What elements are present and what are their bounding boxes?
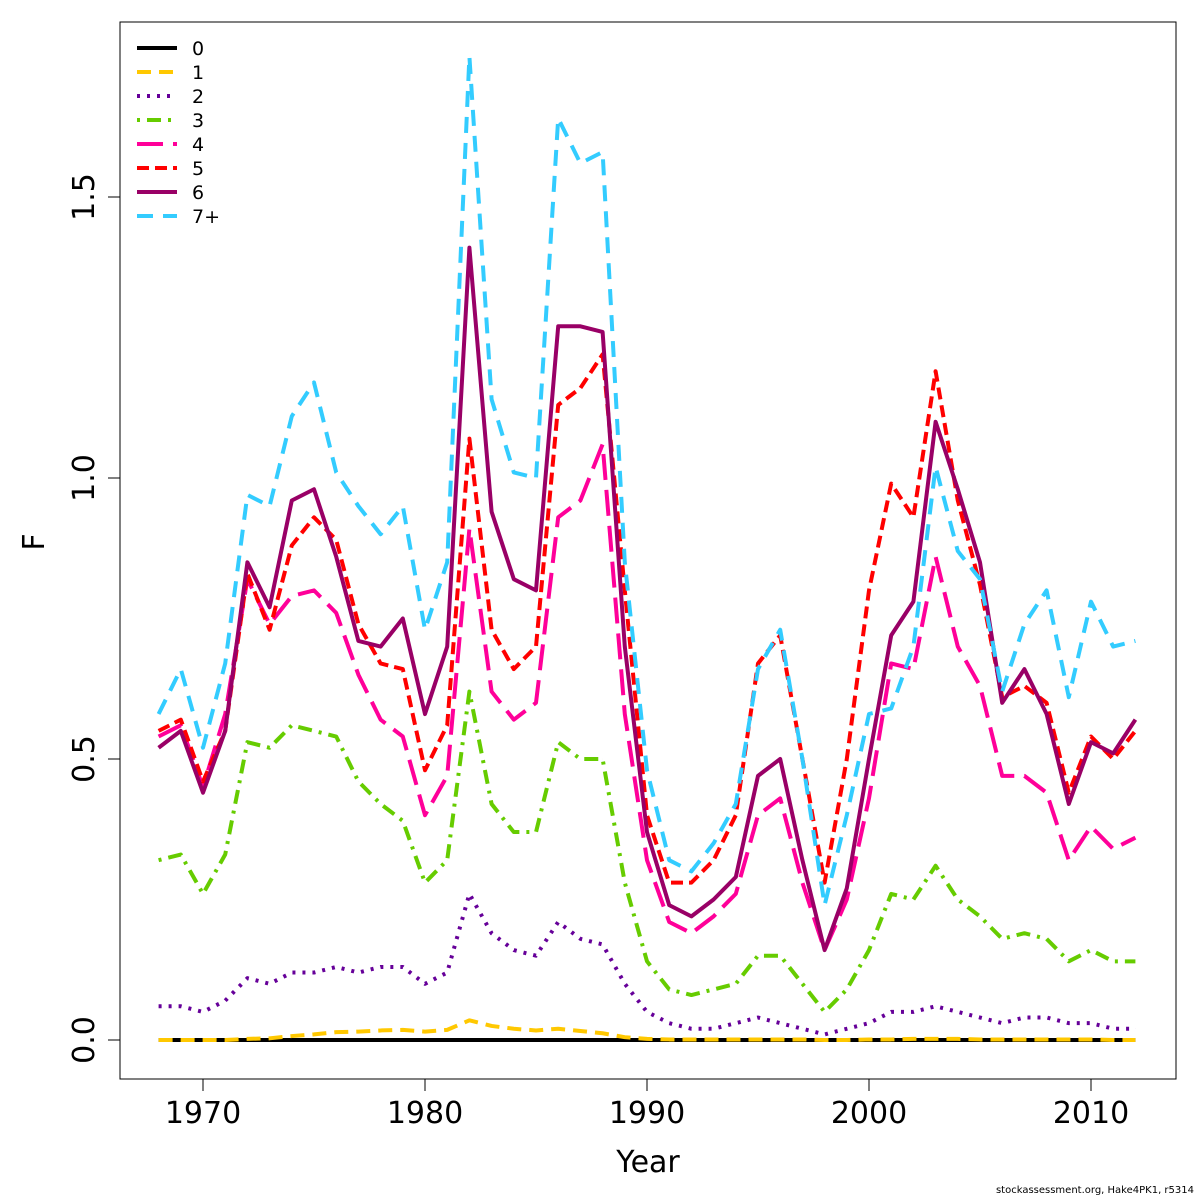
- legend-label: 5: [192, 158, 204, 180]
- x-axis: 1970 1980 1990 2000 2010: [165, 1078, 1129, 1131]
- legend-label: 0: [192, 38, 204, 60]
- series-line: [157, 245, 1138, 953]
- legend-label: 1: [192, 62, 204, 84]
- y-tick-label: 0.0: [67, 1016, 102, 1064]
- series-line: [157, 352, 1137, 885]
- y-tick-label: 1.0: [67, 454, 102, 502]
- plot-frame: [119, 21, 1177, 1080]
- series-7plus: [156, 54, 1136, 908]
- series-2: [158, 891, 1136, 1037]
- x-tick-label: 1970: [165, 1096, 241, 1131]
- y-tick-label: 0.5: [67, 735, 102, 783]
- legend-label: 3: [192, 110, 204, 132]
- legend-label: 4: [192, 134, 204, 156]
- legend-label: 6: [192, 182, 204, 204]
- x-tick-label: 2010: [1053, 1096, 1129, 1131]
- series-line: [156, 54, 1136, 908]
- series-line: [157, 442, 1137, 953]
- series-line: [158, 1018, 1136, 1042]
- credit-text: stockassessment.org, Hake4PK1, r5314: [995, 1185, 1194, 1196]
- series-6: [157, 245, 1138, 953]
- x-tick-label: 2000: [831, 1096, 907, 1131]
- series-3: [158, 689, 1136, 1014]
- y-axis-label: F: [17, 533, 52, 550]
- series-4: [157, 442, 1137, 953]
- x-axis-label: Year: [615, 1145, 680, 1180]
- x-tick-label: 1990: [609, 1096, 685, 1131]
- legend-label: 7+: [192, 206, 220, 228]
- legend-label: 2: [192, 86, 204, 108]
- y-axis: 0.0 0.5 1.0 1.5: [67, 173, 121, 1064]
- y-tick-label: 1.5: [67, 173, 102, 221]
- series-1: [158, 1018, 1136, 1042]
- x-tick-label: 1980: [387, 1096, 463, 1131]
